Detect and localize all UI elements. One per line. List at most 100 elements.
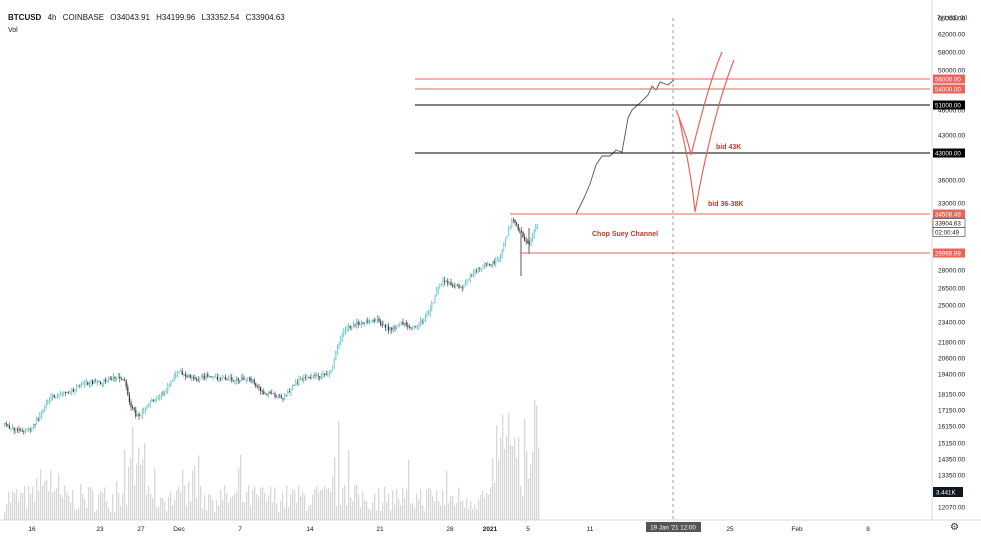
candle-body bbox=[408, 326, 410, 328]
volume-bar bbox=[532, 451, 534, 520]
candle-body bbox=[247, 377, 249, 379]
candle-body bbox=[64, 391, 66, 393]
volume-bar bbox=[162, 497, 164, 520]
volume-bar bbox=[260, 487, 262, 520]
candle-body bbox=[320, 376, 322, 378]
interval-label[interactable]: 4h bbox=[47, 13, 57, 22]
candle-body bbox=[437, 288, 439, 292]
volume-bar bbox=[488, 494, 490, 520]
candle-body bbox=[266, 393, 268, 395]
candle-body bbox=[504, 238, 506, 245]
candle-body bbox=[511, 219, 513, 228]
volume-bar bbox=[464, 507, 466, 520]
candle-body bbox=[228, 378, 230, 380]
level-price-label: 34508.49 bbox=[935, 211, 961, 218]
volume-bar bbox=[324, 486, 326, 520]
candle-body bbox=[288, 391, 290, 393]
candle-body bbox=[18, 429, 20, 431]
volume-bar bbox=[292, 489, 294, 520]
candle-body bbox=[253, 379, 255, 384]
volume-bar bbox=[436, 490, 438, 520]
volume-bar bbox=[434, 501, 436, 520]
candle-body bbox=[376, 318, 378, 321]
candle-body bbox=[234, 380, 236, 382]
candle-body bbox=[480, 268, 482, 269]
candle-body bbox=[525, 240, 527, 242]
volume-bar bbox=[462, 500, 464, 520]
volume-bar bbox=[440, 505, 442, 520]
volume-bar bbox=[348, 450, 350, 520]
gear-icon[interactable]: ⚙ bbox=[950, 522, 959, 533]
candle-body bbox=[336, 348, 338, 354]
volume-bar bbox=[372, 502, 374, 520]
candle-body bbox=[516, 222, 518, 225]
volume-bar bbox=[500, 437, 502, 520]
volume-bar bbox=[104, 487, 106, 520]
candle-body bbox=[487, 263, 489, 265]
volume-bar bbox=[126, 504, 128, 520]
volume-bar bbox=[204, 495, 206, 520]
level-price-tag bbox=[933, 209, 965, 219]
candle-body bbox=[24, 430, 26, 432]
candle-body bbox=[400, 321, 402, 323]
volume-bar bbox=[476, 508, 478, 520]
candle-body bbox=[69, 393, 71, 395]
volume-bar bbox=[528, 478, 530, 520]
candle-body bbox=[20, 430, 22, 431]
candle-body bbox=[192, 377, 194, 379]
candle-body bbox=[322, 374, 324, 377]
candle-body bbox=[501, 249, 503, 258]
volume-bar bbox=[64, 485, 66, 520]
volume-bar bbox=[442, 490, 444, 520]
price-tag-label: 02:00:49 bbox=[935, 229, 960, 236]
candle-body bbox=[72, 389, 74, 392]
candle-body bbox=[245, 378, 247, 380]
volume-bar bbox=[398, 499, 400, 520]
candle-body bbox=[367, 320, 369, 323]
volume-bar bbox=[320, 489, 322, 520]
candle-body bbox=[429, 309, 431, 314]
volume-bar bbox=[446, 470, 448, 520]
candle-body bbox=[88, 383, 90, 385]
candle-body bbox=[128, 394, 130, 403]
volume-bar bbox=[112, 494, 114, 520]
candle-body bbox=[312, 375, 314, 377]
candle-body bbox=[184, 374, 186, 377]
candles bbox=[4, 217, 538, 435]
candle-body bbox=[210, 376, 212, 378]
volume-bar bbox=[60, 494, 62, 520]
candle-body bbox=[12, 427, 14, 429]
candle-body bbox=[29, 429, 31, 431]
volume-bar bbox=[70, 502, 72, 520]
symbol-label[interactable]: BTCUSD bbox=[8, 13, 42, 22]
volume-bar bbox=[378, 488, 380, 520]
candle-body bbox=[237, 378, 239, 381]
time-tick-label: 28 bbox=[446, 526, 454, 533]
candle-body bbox=[404, 322, 406, 325]
candle-body bbox=[397, 325, 399, 327]
volume-bar bbox=[130, 457, 132, 520]
candle-body bbox=[231, 377, 233, 381]
candle-body bbox=[492, 261, 494, 265]
volume-bar bbox=[168, 496, 170, 520]
candle-body bbox=[493, 261, 495, 264]
candle-body bbox=[346, 328, 348, 331]
candle-body bbox=[40, 412, 42, 416]
price-tick-label: 28000.00 bbox=[938, 268, 965, 275]
candle-body bbox=[119, 376, 121, 379]
candle-body bbox=[535, 227, 537, 231]
time-tick-label: Feb bbox=[791, 526, 803, 533]
volume-bar bbox=[36, 478, 38, 520]
price-tick-label: 36000.00 bbox=[938, 178, 965, 185]
candle-body bbox=[103, 379, 105, 384]
candle-body bbox=[338, 343, 340, 349]
candle-body bbox=[375, 320, 377, 322]
candle-body bbox=[389, 327, 391, 331]
candle-body bbox=[277, 395, 279, 398]
volume-bar bbox=[454, 506, 456, 520]
candle-body bbox=[287, 391, 289, 396]
volume-bar bbox=[108, 508, 110, 520]
candle-body bbox=[388, 326, 390, 331]
volume-bar bbox=[380, 510, 382, 520]
